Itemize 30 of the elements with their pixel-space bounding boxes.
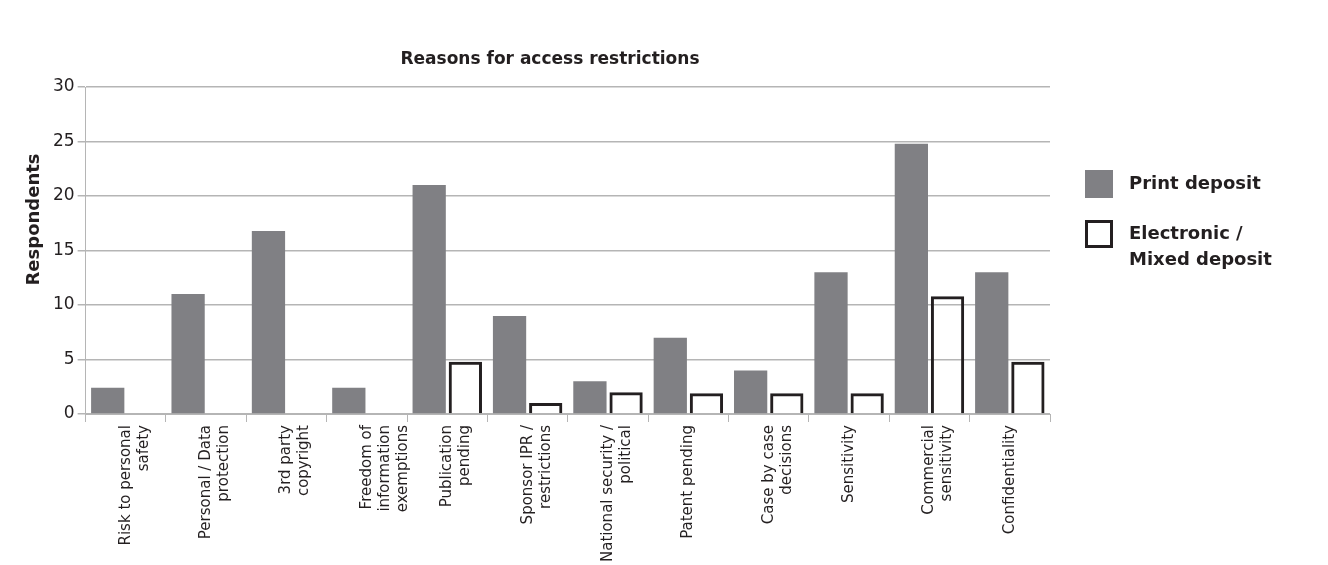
y-tick-label: 15 bbox=[52, 238, 75, 259]
x-tick-label: Case by case decisions bbox=[758, 424, 795, 525]
y-tick-label: 30 bbox=[52, 75, 75, 96]
legend-label: Print deposit bbox=[1129, 171, 1262, 195]
x-tick-label: Sensitivity bbox=[838, 424, 857, 504]
y-tick-label: 5 bbox=[63, 347, 75, 368]
bar bbox=[332, 387, 366, 414]
x-tick-label: Confidentiality bbox=[999, 424, 1018, 535]
bar bbox=[894, 143, 929, 414]
bar bbox=[975, 272, 1009, 414]
y-axis-title: Respondents bbox=[21, 153, 43, 286]
x-tick-label: Commercial sensitivity bbox=[919, 424, 956, 515]
bar bbox=[573, 381, 607, 414]
bar bbox=[412, 185, 446, 414]
bar bbox=[814, 272, 848, 414]
legend-label: Electronic / Mixed deposit bbox=[1129, 221, 1273, 271]
chart-title: Reasons for access restrictions bbox=[399, 48, 701, 68]
y-tick-label: 0 bbox=[63, 402, 75, 423]
bar bbox=[734, 370, 768, 414]
bar bbox=[91, 387, 125, 414]
bar bbox=[251, 230, 286, 414]
x-tick-label: National security / political bbox=[597, 424, 634, 563]
bar bbox=[653, 337, 687, 414]
y-tick-label: 25 bbox=[52, 129, 75, 150]
bar bbox=[171, 294, 205, 414]
x-tick-label: Patent pending bbox=[678, 425, 697, 539]
x-tick-label: Risk to personal safety bbox=[115, 424, 152, 546]
y-tick-label: 10 bbox=[52, 293, 75, 314]
y-tick-label: 20 bbox=[52, 184, 75, 205]
bar bbox=[492, 315, 527, 414]
